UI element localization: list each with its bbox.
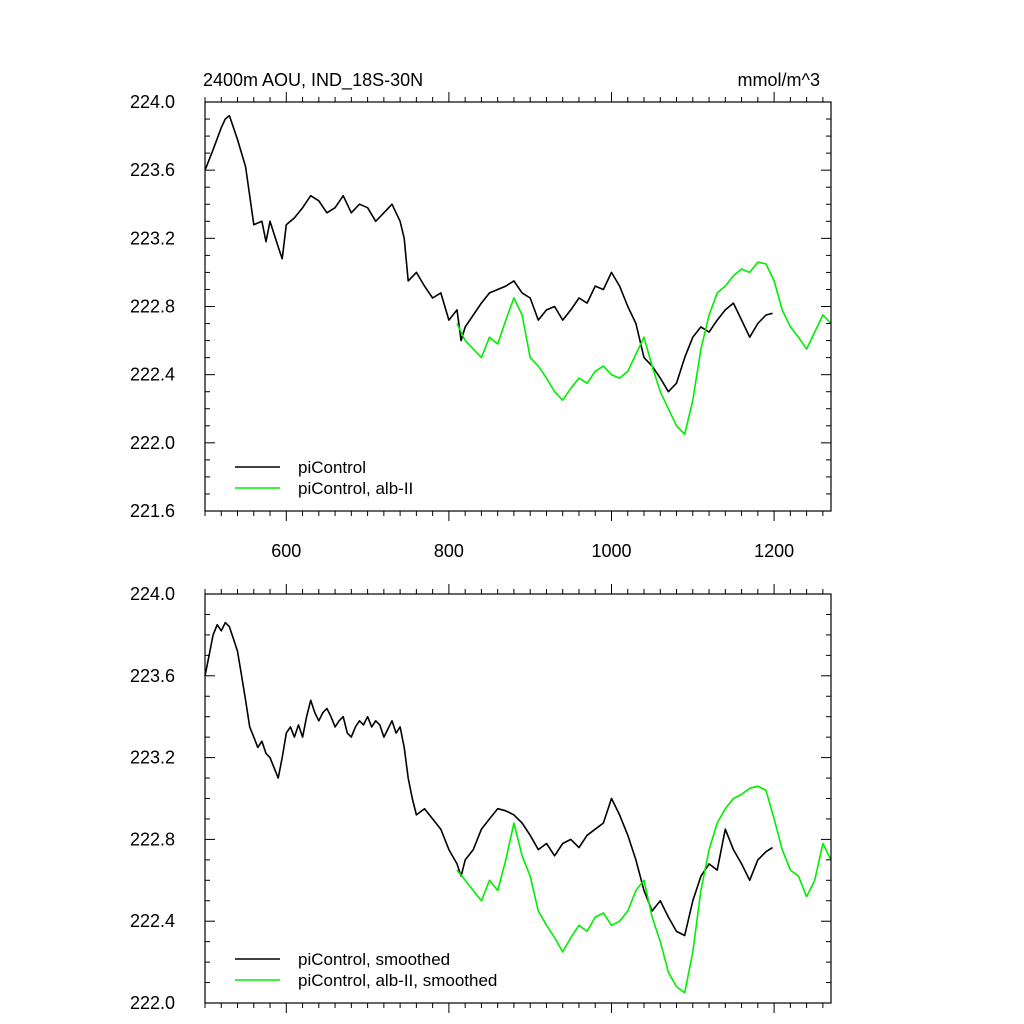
x-tick-label: 800 bbox=[434, 541, 464, 561]
y-tick-label: 222.8 bbox=[130, 829, 175, 849]
y-tick-label: 224.0 bbox=[130, 584, 175, 604]
y-tick-label: 221.6 bbox=[130, 501, 175, 521]
y-tick-label: 223.6 bbox=[130, 160, 175, 180]
y-tick-label: 223.2 bbox=[130, 748, 175, 768]
y-tick-label: 223.6 bbox=[130, 666, 175, 686]
units-label: mmol/m^3 bbox=[738, 70, 820, 90]
y-tick-label: 222.0 bbox=[130, 993, 175, 1013]
series-line-picontrol bbox=[204, 114, 773, 393]
top-panel: 221.6 222.0 222.4 222.8 223.2 223.6 224.0 600 80… bbox=[130, 92, 832, 561]
series-line-picontrol bbox=[204, 621, 773, 937]
y-tick-label: 223.2 bbox=[130, 228, 175, 248]
legend-label: piControl, alb-II, smoothed bbox=[298, 971, 497, 990]
y-tick-label: 222.0 bbox=[130, 433, 175, 453]
series-line-alb-ii bbox=[456, 261, 832, 436]
x-tick-label: 1200 bbox=[754, 541, 794, 561]
bottom-panel: 222.0 222.4 222.8 223.2 223.6 224.0 piControl,… bbox=[130, 584, 832, 1013]
legend-label: piControl bbox=[298, 458, 366, 477]
series-line-alb-ii bbox=[456, 785, 832, 994]
x-tick-label: 1000 bbox=[591, 541, 631, 561]
plot-frame bbox=[204, 593, 832, 1004]
y-tick-label: 222.4 bbox=[130, 365, 175, 385]
y-tick-label: 224.0 bbox=[130, 92, 175, 112]
x-tick-label: 600 bbox=[271, 541, 301, 561]
legend-label: piControl, alb-II bbox=[298, 479, 413, 498]
legend-label: piControl, smoothed bbox=[298, 950, 450, 969]
chart-title: 2400m AOU, IND_18S-30N bbox=[203, 70, 423, 91]
y-tick-label: 222.8 bbox=[130, 297, 175, 317]
y-tick-label: 222.4 bbox=[130, 911, 175, 931]
